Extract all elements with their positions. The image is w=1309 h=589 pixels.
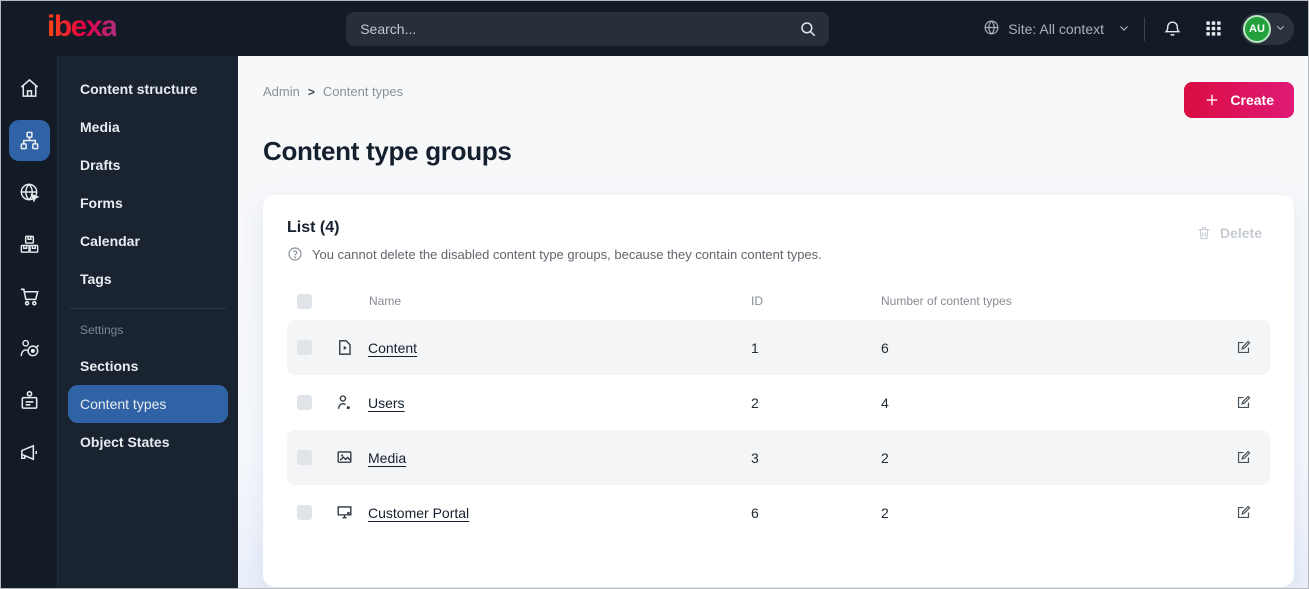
search-input[interactable] bbox=[360, 20, 800, 37]
delete-button-label: Delete bbox=[1219, 225, 1262, 241]
sidebar-item-media[interactable]: Media bbox=[80, 119, 120, 135]
breadcrumb-separator: > bbox=[307, 84, 315, 99]
home-icon[interactable] bbox=[9, 68, 50, 109]
sidebar-item-content-structure[interactable]: Content structure bbox=[80, 81, 198, 97]
topbar-right-cluster: Site: All context AU bbox=[983, 12, 1294, 45]
breadcrumb-content-types[interactable]: Content types bbox=[322, 84, 404, 99]
user-menu[interactable]: AU bbox=[1241, 12, 1294, 45]
cart-icon[interactable] bbox=[9, 276, 50, 317]
group-link[interactable]: Customer Portal bbox=[368, 504, 470, 521]
plus-icon bbox=[1204, 92, 1220, 108]
row-checkbox[interactable] bbox=[297, 450, 312, 465]
global-search[interactable] bbox=[346, 11, 830, 46]
settings-section-label: Settings bbox=[80, 323, 124, 337]
group-link[interactable]: Users bbox=[368, 394, 405, 411]
globe-icon bbox=[983, 19, 1000, 39]
site-context-label: Site: All context bbox=[1008, 20, 1104, 37]
row-checkbox[interactable] bbox=[297, 505, 312, 520]
column-header-id: ID bbox=[751, 294, 763, 308]
content-type-groups-table: Name ID Number of content types Content bbox=[287, 282, 1270, 540]
row-checkbox[interactable] bbox=[297, 340, 312, 355]
group-id: 3 bbox=[751, 449, 759, 466]
content-file-icon bbox=[335, 338, 354, 357]
main-content: Admin > Content types Create Content typ… bbox=[238, 56, 1308, 588]
avatar[interactable]: AU bbox=[1243, 14, 1271, 43]
products-icon[interactable] bbox=[9, 224, 50, 265]
edit-icon[interactable] bbox=[1231, 500, 1256, 525]
table-row: Customer Portal 6 2 bbox=[287, 485, 1270, 540]
ibexa-logo[interactable]: ibexa bbox=[47, 11, 118, 46]
group-id: 2 bbox=[751, 394, 759, 411]
sidebar-item-sections[interactable]: Sections bbox=[80, 358, 139, 374]
topbar-divider bbox=[1144, 16, 1145, 41]
admin-badge-icon[interactable] bbox=[9, 380, 50, 421]
group-count: 4 bbox=[881, 394, 889, 411]
page-title: Content type groups bbox=[263, 136, 512, 166]
sidebar-item-tags[interactable]: Tags bbox=[80, 271, 112, 287]
group-link[interactable]: Content bbox=[368, 339, 418, 356]
list-title: List (4) bbox=[287, 219, 340, 236]
sidebar-item-forms[interactable]: Forms bbox=[80, 195, 123, 211]
trash-icon bbox=[1196, 225, 1212, 241]
site-context-selector[interactable]: Site: All context bbox=[983, 19, 1130, 39]
customer-portal-monitor-icon bbox=[335, 503, 354, 522]
sidebar-item-object-states[interactable]: Object States bbox=[80, 434, 170, 450]
table-row: Users 2 4 bbox=[287, 375, 1270, 430]
notifications-bell-icon[interactable] bbox=[1159, 15, 1186, 42]
select-all-checkbox[interactable] bbox=[297, 293, 312, 309]
sidebar-item-calendar[interactable]: Calendar bbox=[80, 233, 140, 249]
group-count: 2 bbox=[881, 504, 889, 521]
sidebar-menu: Content structure Media Drafts Forms Cal… bbox=[58, 56, 238, 588]
icon-rail bbox=[1, 56, 58, 588]
search-icon[interactable] bbox=[799, 20, 817, 38]
breadcrumb-admin[interactable]: Admin bbox=[263, 84, 300, 99]
help-text: You cannot delete the disabled content t… bbox=[312, 246, 822, 262]
create-button[interactable]: Create bbox=[1184, 82, 1294, 118]
chevron-down-icon bbox=[1118, 21, 1130, 37]
group-count: 6 bbox=[881, 339, 889, 356]
media-image-icon bbox=[335, 448, 354, 467]
menu-divider bbox=[70, 308, 226, 309]
group-link[interactable]: Media bbox=[368, 449, 407, 466]
users-icon bbox=[335, 393, 354, 412]
table-header-row: Name ID Number of content types bbox=[287, 282, 1270, 320]
content-type-groups-card: List (4) You cannot delete the disabled … bbox=[263, 195, 1294, 587]
group-id: 6 bbox=[751, 504, 759, 521]
sidebar-item-drafts[interactable]: Drafts bbox=[80, 157, 121, 173]
edit-icon[interactable] bbox=[1231, 445, 1256, 470]
group-count: 2 bbox=[881, 449, 889, 466]
column-header-name: Name bbox=[369, 294, 402, 308]
table-row: Media 3 2 bbox=[287, 430, 1270, 485]
site-globe-icon[interactable] bbox=[9, 172, 50, 213]
top-bar: ibexa Site: All context bbox=[1, 1, 1308, 56]
sidebar-item-content-types[interactable]: Content types bbox=[68, 385, 228, 423]
chevron-down-icon bbox=[1275, 20, 1286, 38]
personalization-icon[interactable] bbox=[9, 328, 50, 369]
create-button-label: Create bbox=[1230, 92, 1274, 108]
help-question-icon bbox=[287, 246, 303, 262]
content-tree-icon[interactable] bbox=[8, 120, 50, 161]
app-grid-icon[interactable] bbox=[1200, 15, 1227, 42]
row-checkbox[interactable] bbox=[297, 395, 312, 410]
edit-icon[interactable] bbox=[1231, 335, 1256, 360]
group-id: 1 bbox=[751, 339, 759, 356]
marketing-megaphone-icon[interactable] bbox=[9, 432, 50, 473]
table-row: Content 1 6 bbox=[287, 320, 1270, 375]
column-header-count: Number of content types bbox=[881, 294, 1012, 308]
edit-icon[interactable] bbox=[1231, 390, 1256, 415]
breadcrumb: Admin > Content types bbox=[263, 82, 403, 99]
delete-button[interactable]: Delete bbox=[1188, 219, 1270, 247]
